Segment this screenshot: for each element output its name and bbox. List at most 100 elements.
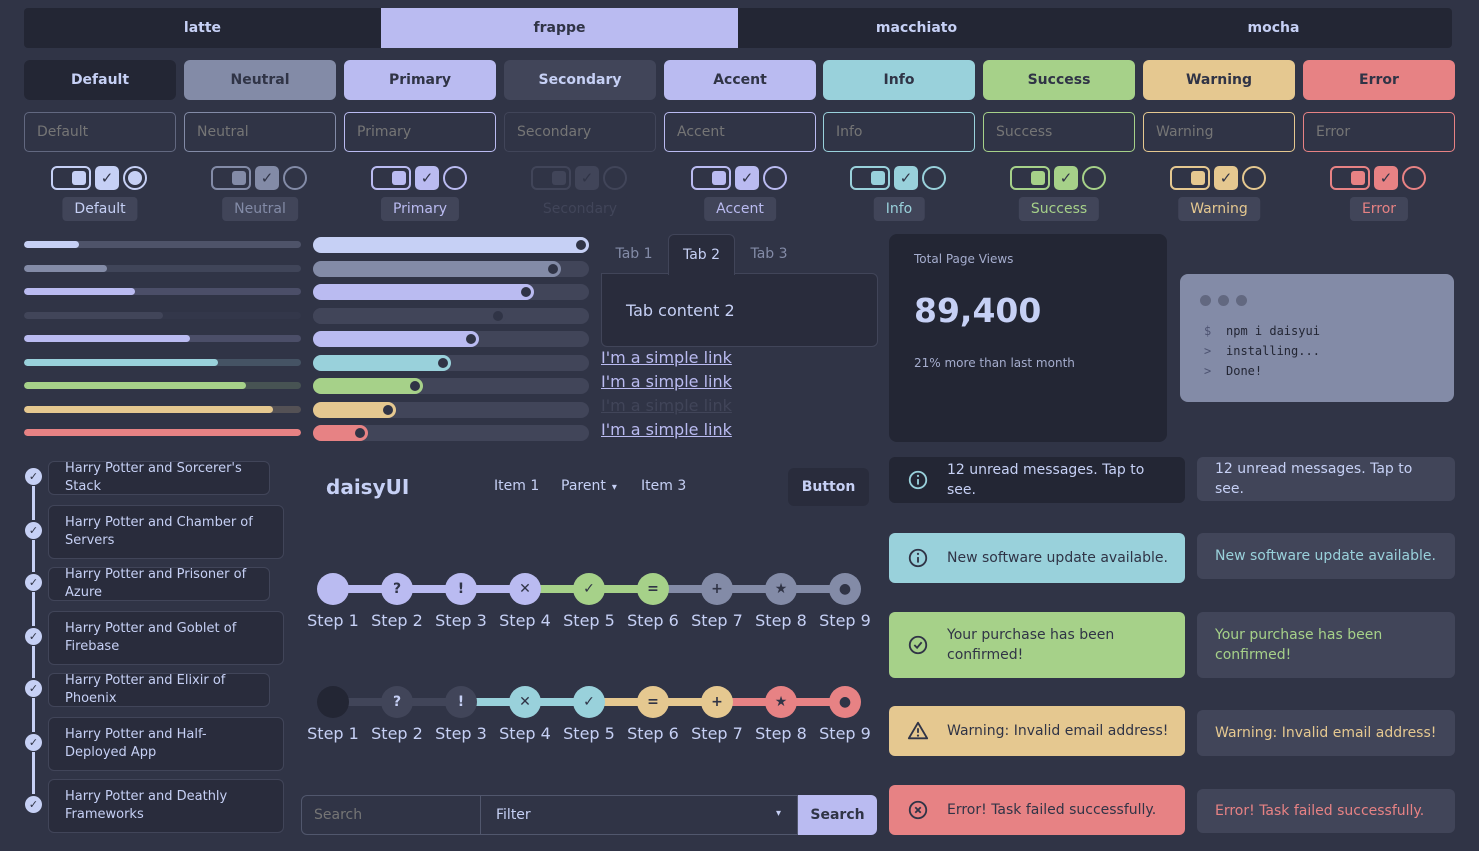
check-icon[interactable]: ✓	[95, 166, 119, 190]
radio[interactable]	[1082, 166, 1106, 190]
link-3[interactable]: I'm a simple link	[601, 396, 732, 415]
step[interactable]: ? Step 2	[333, 573, 429, 633]
search-input[interactable]	[301, 795, 481, 835]
search-button[interactable]: Search	[798, 795, 877, 835]
range-slider[interactable]	[313, 354, 589, 371]
range-slider[interactable]	[313, 260, 589, 277]
default-input[interactable]	[24, 112, 176, 152]
success-input[interactable]	[983, 112, 1135, 152]
info-input[interactable]	[823, 112, 975, 152]
radio[interactable]	[1402, 166, 1426, 190]
range-thumb[interactable]	[493, 310, 504, 321]
range-thumb[interactable]	[410, 381, 421, 391]
error-button[interactable]: Error	[1303, 60, 1455, 100]
nav-item-1[interactable]: Item 1	[494, 478, 540, 494]
step[interactable]: ★ Step 8	[717, 686, 813, 746]
check-icon[interactable]: ✓	[735, 166, 759, 190]
step[interactable]: ✓ Step 5	[525, 573, 621, 633]
step[interactable]: + Step 7	[653, 573, 749, 633]
step[interactable]: ● Step 9	[781, 573, 877, 633]
nav-item-parent[interactable]: Parent ▾	[561, 478, 617, 494]
range-thumb[interactable]	[465, 334, 476, 344]
toggle[interactable]	[1330, 166, 1370, 190]
toggle[interactable]	[1010, 166, 1050, 190]
radio[interactable]	[123, 166, 147, 190]
toggle[interactable]	[51, 166, 91, 190]
range-thumb[interactable]	[520, 287, 531, 297]
warning-input[interactable]	[1143, 112, 1295, 152]
radio[interactable]	[1242, 166, 1266, 190]
step[interactable]: ✕ Step 4	[461, 686, 557, 746]
step[interactable]: ✓ Step 5	[525, 686, 621, 746]
success-button[interactable]: Success	[983, 60, 1135, 100]
range-thumb[interactable]	[355, 428, 366, 438]
tab-1[interactable]: Tab 1	[615, 246, 653, 262]
check-icon[interactable]: ✓	[415, 166, 439, 190]
accent-input[interactable]	[664, 112, 816, 152]
link-4[interactable]: I'm a simple link	[601, 420, 732, 439]
tab-3[interactable]: Tab 3	[750, 246, 788, 262]
navbar-button[interactable]: Button	[788, 468, 869, 506]
link-1[interactable]: I'm a simple link	[601, 348, 732, 367]
step[interactable]: ● Step 9	[781, 686, 877, 746]
radio[interactable]	[443, 166, 467, 190]
default-button[interactable]: Default	[24, 60, 176, 100]
range-thumb[interactable]	[382, 404, 393, 415]
radio[interactable]	[922, 166, 946, 190]
step[interactable]: + Step 7	[653, 686, 749, 746]
check-icon[interactable]: ✓	[1214, 166, 1238, 190]
nav-item-3[interactable]: Item 3	[641, 478, 687, 494]
theme-tab-macchiato[interactable]: macchiato	[875, 20, 958, 36]
theme-tab-mocha[interactable]: mocha	[1247, 20, 1300, 36]
toggle[interactable]	[211, 166, 251, 190]
radio[interactable]	[763, 166, 787, 190]
neutral-button[interactable]: Neutral	[184, 60, 336, 100]
link-2[interactable]: I'm a simple link	[601, 372, 732, 391]
toggle[interactable]	[531, 166, 571, 190]
step[interactable]: ? Step 2	[333, 686, 429, 746]
toggle[interactable]	[1170, 166, 1210, 190]
range-slider[interactable]	[313, 307, 589, 324]
filter-select[interactable]: Filter ▾	[481, 795, 798, 835]
check-icon[interactable]: ✓	[894, 166, 918, 190]
step[interactable]: ★ Step 8	[717, 573, 813, 633]
toggle[interactable]	[371, 166, 411, 190]
range-slider[interactable]	[313, 284, 589, 300]
error-input[interactable]	[1303, 112, 1455, 152]
range-thumb[interactable]	[576, 240, 586, 250]
toggle[interactable]	[850, 166, 890, 190]
range-thumb[interactable]	[438, 357, 448, 368]
secondary-button[interactable]: Secondary	[504, 60, 656, 100]
check-icon[interactable]: ✓	[1054, 166, 1078, 190]
step[interactable]: Step 1	[301, 573, 365, 633]
navbar-brand[interactable]: daisyUI	[326, 475, 410, 499]
primary-input[interactable]	[344, 112, 496, 152]
step[interactable]: ! Step 3	[397, 573, 493, 633]
range-slider[interactable]	[313, 331, 589, 347]
theme-tab-latte[interactable]: latte	[183, 20, 222, 36]
step[interactable]: Step 1	[301, 686, 365, 746]
theme-tab-frappe[interactable]: frappe	[381, 8, 738, 48]
neutral-input[interactable]	[184, 112, 336, 152]
check-icon[interactable]: ✓	[1374, 166, 1398, 190]
step[interactable]: ✕ Step 4	[461, 573, 557, 633]
radio[interactable]	[283, 166, 307, 190]
info-button[interactable]: Info	[823, 60, 975, 100]
radio[interactable]	[603, 166, 627, 190]
range-slider[interactable]	[313, 378, 589, 394]
check-icon[interactable]: ✓	[575, 166, 599, 190]
range-slider[interactable]	[313, 425, 589, 441]
primary-button[interactable]: Primary	[344, 60, 496, 100]
check-icon[interactable]: ✓	[255, 166, 279, 190]
step[interactable]: = Step 6	[589, 686, 685, 746]
step[interactable]: = Step 6	[589, 573, 685, 633]
range-thumb[interactable]	[548, 263, 559, 274]
range-slider[interactable]	[313, 401, 589, 418]
tab-2[interactable]: Tab 2	[668, 234, 735, 275]
toggle[interactable]	[691, 166, 731, 190]
accent-button[interactable]: Accent	[664, 60, 816, 100]
step[interactable]: ! Step 3	[397, 686, 493, 746]
secondary-input[interactable]	[504, 112, 656, 152]
warning-button[interactable]: Warning	[1143, 60, 1295, 100]
range-slider[interactable]	[313, 237, 589, 253]
